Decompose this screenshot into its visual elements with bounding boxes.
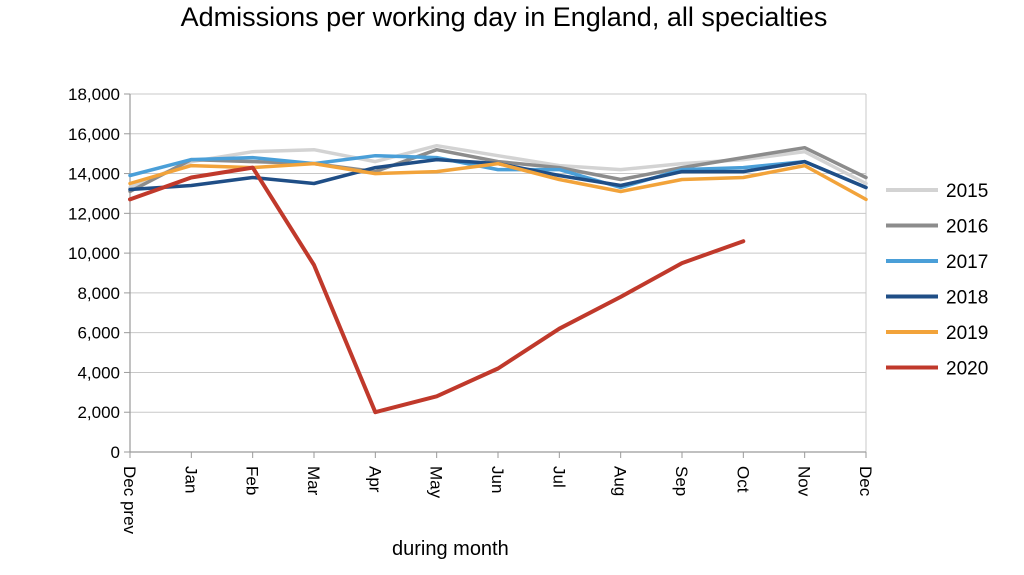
axes — [124, 93, 867, 458]
legend-label-2018: 2018 — [946, 288, 988, 309]
series-line-2020 — [128, 165, 746, 415]
series-line-2017 — [128, 153, 868, 190]
x-tick-labels: Dec prev Jan Feb Mar Apr May Jun Jul Aug Sep Oct No… — [120, 466, 875, 535]
y-tick-label: 14,000 — [68, 165, 120, 184]
x-tick-label: Apr — [365, 466, 384, 493]
y-tick-label: 2,000 — [77, 403, 120, 422]
series-line-2015 — [128, 143, 868, 190]
x-tick-label: Aug — [611, 466, 630, 496]
y-tick-labels: 0 2,000 4,000 6,000 8,000 10,000 12,000 14,000 1… — [68, 85, 120, 462]
x-tick-label: Mar — [304, 466, 323, 496]
legend: 2015 2016 2017 2018 2019 2020 — [886, 181, 988, 380]
y-tick-label: 4,000 — [77, 363, 120, 382]
y-tick-label: 10,000 — [68, 244, 120, 263]
series-line-2016 — [128, 145, 868, 194]
legend-label-2015: 2015 — [946, 181, 988, 202]
chart-title: Admissions per working day in England, a… — [180, 2, 828, 32]
x-tick-label: Jun — [488, 466, 507, 493]
legend-label-2017: 2017 — [946, 252, 988, 273]
x-tick-label: Nov — [795, 466, 814, 497]
x-tick-label: Feb — [243, 466, 262, 495]
x-tick-label: Dec prev — [120, 466, 139, 535]
x-tick-label: Oct — [733, 466, 752, 493]
y-tick-label: 16,000 — [68, 125, 120, 144]
y-tick-label: 6,000 — [77, 324, 120, 343]
x-tick-label: Jan — [181, 466, 200, 493]
x-tick-label: May — [427, 466, 446, 499]
legend-label-2020: 2020 — [946, 359, 988, 380]
legend-label-2016: 2016 — [946, 217, 988, 238]
x-tick-label: Jul — [549, 466, 568, 488]
y-tick-label: 18,000 — [68, 85, 120, 104]
series-lines — [128, 143, 868, 415]
y-tick-label: 12,000 — [68, 204, 120, 223]
y-tick-label: 0 — [111, 443, 120, 462]
y-tick-label: 8,000 — [77, 284, 120, 303]
x-tick-label: Dec — [856, 466, 875, 497]
x-tick-label: Sep — [672, 466, 691, 496]
legend-label-2019: 2019 — [946, 323, 988, 344]
gridlines — [130, 93, 867, 452]
x-axis-label: during month — [392, 538, 509, 560]
